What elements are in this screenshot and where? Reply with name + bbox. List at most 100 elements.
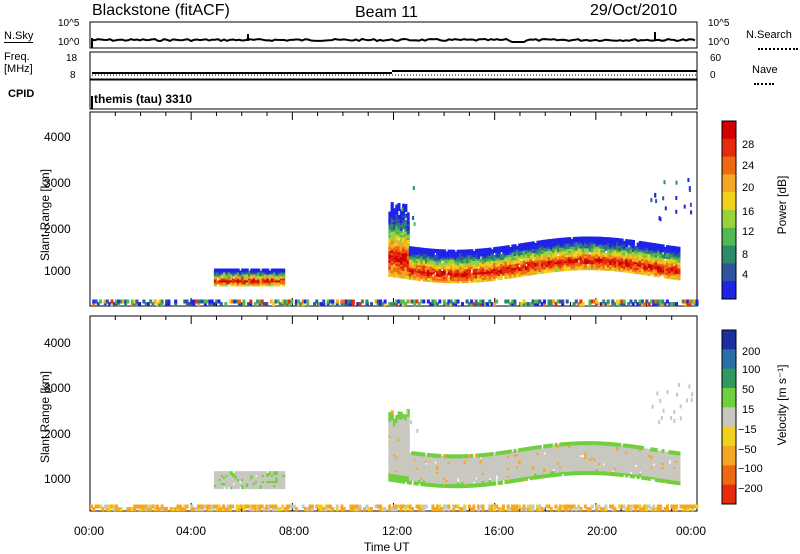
power-cell xyxy=(347,299,351,304)
power-cell xyxy=(672,302,676,307)
velocity-cell xyxy=(620,504,624,509)
velocity-cell xyxy=(497,451,501,456)
power-cell xyxy=(232,278,236,283)
power-cell xyxy=(208,302,212,307)
power-cell xyxy=(540,302,544,307)
power-cell xyxy=(260,299,264,304)
power-cell xyxy=(406,275,410,280)
velocity-cell xyxy=(545,467,549,472)
velocity-cell xyxy=(171,507,175,512)
power-cell xyxy=(197,299,200,304)
power-cell xyxy=(495,246,499,251)
power-cell xyxy=(613,251,617,256)
velocity-cell xyxy=(94,504,98,509)
velocity-cell xyxy=(517,504,521,509)
noise-left-tick-bottom: 10^0 xyxy=(58,37,80,48)
power-cell xyxy=(520,302,524,307)
velocity-cell xyxy=(559,450,563,455)
power-cell xyxy=(390,257,394,262)
power-cell xyxy=(559,253,563,258)
power-cell xyxy=(393,271,396,276)
power-cell xyxy=(636,248,640,253)
velocity-cell xyxy=(342,507,346,512)
power-cell xyxy=(404,219,408,224)
power-cell xyxy=(568,266,572,271)
power-cell xyxy=(561,237,565,242)
velocity-cell xyxy=(629,474,633,479)
velocity-cell xyxy=(550,471,554,476)
velocity-cell xyxy=(479,453,483,458)
power-cell xyxy=(513,271,517,276)
velocity-cell xyxy=(481,507,485,512)
velocity-cell xyxy=(144,504,148,509)
velocity-cell xyxy=(249,507,253,512)
power-cell xyxy=(395,250,399,255)
velocity-cell xyxy=(258,504,262,509)
velocity-cell xyxy=(622,463,626,468)
velocity-cell xyxy=(269,504,273,509)
power-cell xyxy=(395,302,398,307)
power-cell xyxy=(629,259,633,264)
power-cell xyxy=(192,299,196,304)
cpid-panel-frame xyxy=(89,79,698,110)
velocity-cell xyxy=(579,441,583,446)
freq-label-line1: Freq. xyxy=(4,51,30,63)
velocity-cell xyxy=(452,474,456,479)
velocity-cell xyxy=(279,471,283,476)
power-cell xyxy=(374,299,378,304)
velocity-cell xyxy=(632,444,635,449)
velocity-cell xyxy=(467,504,471,509)
velocity-cell xyxy=(566,442,569,446)
velocity-cell xyxy=(509,463,513,468)
velocity-cell xyxy=(434,473,437,478)
velocity-cell xyxy=(492,507,496,512)
power-cell xyxy=(234,274,238,279)
velocity-cell xyxy=(477,473,481,478)
cpid-text: themis (tau) 3310 xyxy=(94,92,193,106)
velocity-cell xyxy=(629,507,633,512)
velocity-cell xyxy=(228,504,232,509)
velocity-cell xyxy=(232,485,236,490)
power-cell xyxy=(632,240,635,244)
power-cell xyxy=(570,239,574,243)
velocity-cell xyxy=(538,507,542,512)
power-cell xyxy=(613,302,617,307)
velocity-cell xyxy=(477,453,481,458)
power-cell xyxy=(515,253,519,258)
velocity-cell xyxy=(543,468,547,473)
velocity-cell xyxy=(566,463,569,468)
velocity-cell xyxy=(374,504,378,509)
power-cell xyxy=(533,299,537,304)
power-cell xyxy=(586,254,590,259)
power-cell xyxy=(463,249,467,254)
power-cell xyxy=(543,239,547,244)
velocity-cell xyxy=(451,504,455,509)
velocity-cell xyxy=(222,507,225,512)
velocity-cell xyxy=(153,504,157,509)
power-cell xyxy=(486,275,490,280)
velocity-cell xyxy=(629,504,633,509)
velocity-cell xyxy=(319,504,323,509)
power-cell xyxy=(584,258,588,263)
velocity-cell xyxy=(538,504,542,509)
noise-panel-frame xyxy=(89,21,698,49)
power-cell xyxy=(661,254,665,259)
power-cell xyxy=(438,253,442,258)
power-cell xyxy=(404,302,408,307)
power-cell xyxy=(470,272,474,277)
power-ytick-2000: 2000 xyxy=(44,222,71,236)
power-cell xyxy=(322,299,326,304)
velocity-cell xyxy=(356,507,360,512)
power-cell xyxy=(94,299,98,304)
power-cell xyxy=(477,252,481,257)
velocity-cell xyxy=(96,504,100,509)
power-cell xyxy=(383,302,387,307)
power-cell xyxy=(406,249,410,254)
noise-right-tick-bottom: 10^0 xyxy=(708,37,730,48)
velocity-cell xyxy=(404,454,408,459)
power-cell xyxy=(431,302,435,307)
power-cell xyxy=(634,246,638,251)
velocity-cell xyxy=(197,507,200,512)
power-outlier xyxy=(662,196,665,201)
velocity-cell xyxy=(149,504,153,509)
